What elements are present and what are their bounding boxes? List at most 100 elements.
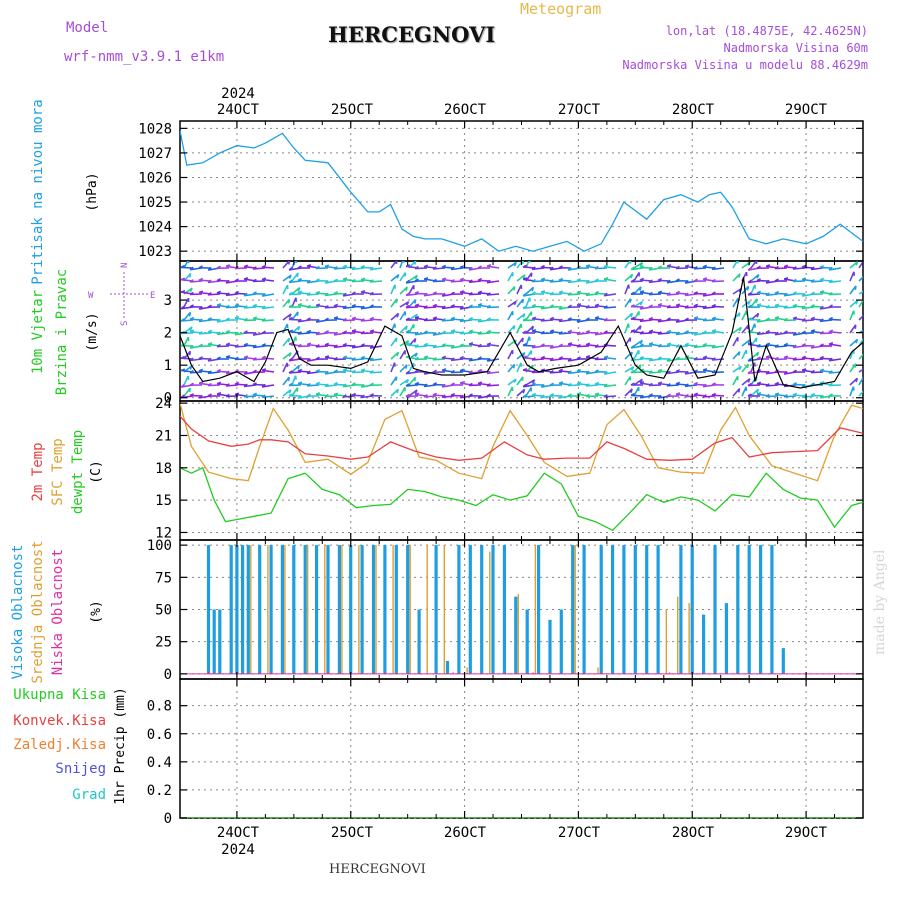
high-cloud-bar bbox=[502, 545, 506, 674]
high-cloud-bar bbox=[622, 545, 626, 674]
wind-arrow bbox=[630, 394, 644, 397]
high-cloud-bar bbox=[212, 609, 216, 674]
wind-arrow bbox=[522, 344, 536, 347]
y-tick-label: 12 bbox=[155, 525, 172, 541]
wind-arrowhead bbox=[756, 274, 760, 279]
wind-arrowhead bbox=[252, 369, 257, 373]
high-cloud-bar bbox=[206, 545, 211, 674]
wind-arrowhead bbox=[297, 318, 302, 323]
wind-arrowhead bbox=[207, 329, 213, 333]
high-cloud-bar bbox=[383, 545, 387, 674]
wind-arrowhead bbox=[855, 300, 859, 305]
wind-arrowhead bbox=[585, 292, 590, 296]
wind-arrowhead bbox=[747, 370, 752, 374]
grid-layer bbox=[180, 121, 863, 819]
wind-arrowhead bbox=[486, 357, 491, 362]
wind-arrowhead bbox=[234, 316, 240, 319]
wind-arrow bbox=[633, 339, 643, 347]
wind-arrow bbox=[183, 375, 189, 386]
wind-arrowhead bbox=[567, 279, 572, 284]
wind-arrowhead bbox=[765, 342, 771, 346]
wind-arrow bbox=[486, 293, 500, 296]
wind-arrowhead bbox=[252, 344, 257, 349]
wind-arrowhead bbox=[512, 364, 516, 369]
wind-arrow bbox=[390, 323, 396, 334]
wind-arrowhead bbox=[684, 383, 689, 387]
compass-west: W bbox=[88, 291, 94, 301]
wind-arrowhead bbox=[423, 292, 428, 297]
wind-arrowhead bbox=[576, 381, 582, 385]
wind-arrowhead bbox=[630, 369, 635, 374]
wind-arrowhead bbox=[450, 291, 455, 295]
wind-arrowhead bbox=[315, 356, 320, 360]
wind-arrowhead bbox=[594, 265, 599, 270]
wind-arrow bbox=[297, 332, 311, 335]
wind-arrow bbox=[369, 267, 383, 271]
wind-arrowhead bbox=[188, 273, 192, 278]
mid-cloud-bar bbox=[324, 545, 326, 674]
top-date-tick: 26OCT bbox=[444, 102, 487, 118]
wind-arrow bbox=[525, 379, 536, 386]
wind-arrowhead bbox=[294, 336, 297, 341]
wind-arrowhead bbox=[702, 383, 707, 388]
wind-arrowhead bbox=[756, 278, 761, 282]
wind-arrowhead bbox=[315, 369, 320, 373]
wind-arrowhead bbox=[576, 290, 582, 294]
wind-arrowhead bbox=[477, 394, 482, 399]
wind-arrowhead bbox=[521, 298, 524, 304]
high-cloud-bar bbox=[525, 609, 529, 674]
wind-arrow bbox=[585, 306, 599, 309]
wind-arrowhead bbox=[306, 342, 312, 346]
wind-arrowhead bbox=[287, 299, 291, 304]
wind-arrowhead bbox=[189, 382, 194, 386]
wind-arrowhead bbox=[468, 304, 473, 308]
wind-arrow bbox=[243, 306, 257, 309]
wind-arrow bbox=[747, 384, 761, 387]
wind-arrowhead bbox=[342, 342, 347, 347]
wind-arrowhead bbox=[746, 325, 750, 330]
wind-arrow bbox=[468, 318, 482, 321]
wind-arrow bbox=[423, 306, 437, 309]
wind-arrow bbox=[507, 261, 517, 269]
wind-arrow bbox=[369, 330, 383, 334]
wind-arrowhead bbox=[693, 278, 698, 282]
wind-arrow bbox=[576, 370, 590, 373]
wind-arrowhead bbox=[558, 381, 564, 385]
high-cloud-bar bbox=[241, 545, 245, 674]
wind-arrow bbox=[624, 312, 633, 321]
wind-arrowhead bbox=[405, 279, 410, 284]
wind-arrowhead bbox=[549, 357, 554, 362]
wind-arrowhead bbox=[585, 383, 590, 387]
wind-arrowhead bbox=[756, 352, 760, 357]
wind-arrow bbox=[732, 326, 742, 334]
wind-arrowhead bbox=[261, 305, 266, 310]
mid-cloud-bar bbox=[443, 545, 445, 674]
wind-arrowhead bbox=[792, 331, 797, 336]
wind-arrowhead bbox=[567, 317, 572, 321]
wind-arrowhead bbox=[432, 278, 437, 283]
wind-arrow bbox=[522, 395, 536, 398]
wind-arrowhead bbox=[792, 278, 797, 283]
legend-ukupna-kisa: Ukupna Kisa bbox=[13, 687, 106, 703]
wind-arrowhead bbox=[324, 305, 329, 309]
wind-arrow bbox=[180, 319, 194, 322]
wind-arrowhead bbox=[450, 382, 455, 386]
wind-arrowhead bbox=[432, 303, 438, 307]
wind-arrowhead bbox=[657, 290, 663, 294]
wind-arrowhead bbox=[531, 344, 536, 349]
wind-arrow bbox=[507, 349, 514, 360]
wind-arrowhead bbox=[243, 317, 248, 322]
wind-arrowhead bbox=[324, 342, 330, 346]
wind-arrow bbox=[234, 345, 248, 348]
wind-arrowhead bbox=[657, 265, 662, 269]
high-cloud-bar bbox=[246, 545, 250, 674]
high-cloud-bar bbox=[724, 603, 728, 674]
high-cloud-bar bbox=[394, 545, 398, 674]
sfc-temp-line bbox=[180, 403, 863, 482]
mid-cloud-bar bbox=[358, 545, 360, 674]
wind-arrowhead bbox=[675, 392, 681, 396]
wind-arrow bbox=[234, 267, 248, 270]
wind-arrowhead bbox=[513, 262, 518, 267]
wind-arrowhead bbox=[531, 303, 536, 308]
wind-arrowhead bbox=[639, 364, 642, 369]
